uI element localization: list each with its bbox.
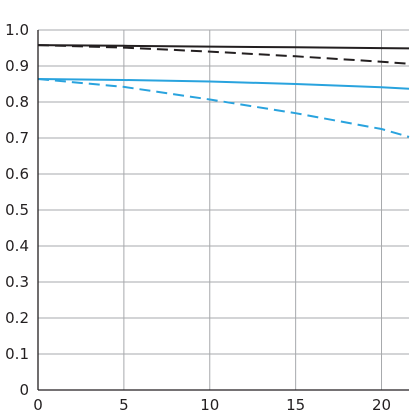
axes	[37, 30, 409, 391]
y-tick-label: 0.8	[5, 93, 29, 111]
x-tick-label: 10	[200, 396, 219, 414]
y-tick-label: 0.7	[5, 129, 29, 147]
tick-labels: 0 0.1 0.2 0.3 0.4 0.5 0.6 0.7 0.8 0.9 1.0 0 5 10 15 20	[5, 21, 391, 414]
x-tick-label: 5	[119, 396, 129, 414]
series-line-1	[37, 44, 410, 50]
series-line-2	[37, 44, 410, 65]
y-tick-label: 0.5	[5, 201, 29, 219]
y-tick-label: 0.4	[5, 237, 29, 255]
x-tick-label: 15	[286, 396, 305, 414]
series-layer	[37, 44, 410, 138]
y-tick-label: 0	[19, 381, 29, 399]
y-tick-label: 1.0	[5, 21, 29, 39]
y-tick-label: 0.1	[5, 345, 29, 363]
series-line-4	[37, 78, 410, 138]
y-tick-label: 0.2	[5, 309, 29, 327]
x-tick-label: 0	[33, 396, 43, 414]
grid	[38, 29, 409, 390]
y-tick-label: 0.9	[5, 57, 29, 75]
x-tick-label: 20	[372, 396, 391, 414]
series-line-3	[37, 78, 410, 90]
y-tick-label: 0.3	[5, 273, 29, 291]
y-tick-label: 0.6	[5, 165, 29, 183]
